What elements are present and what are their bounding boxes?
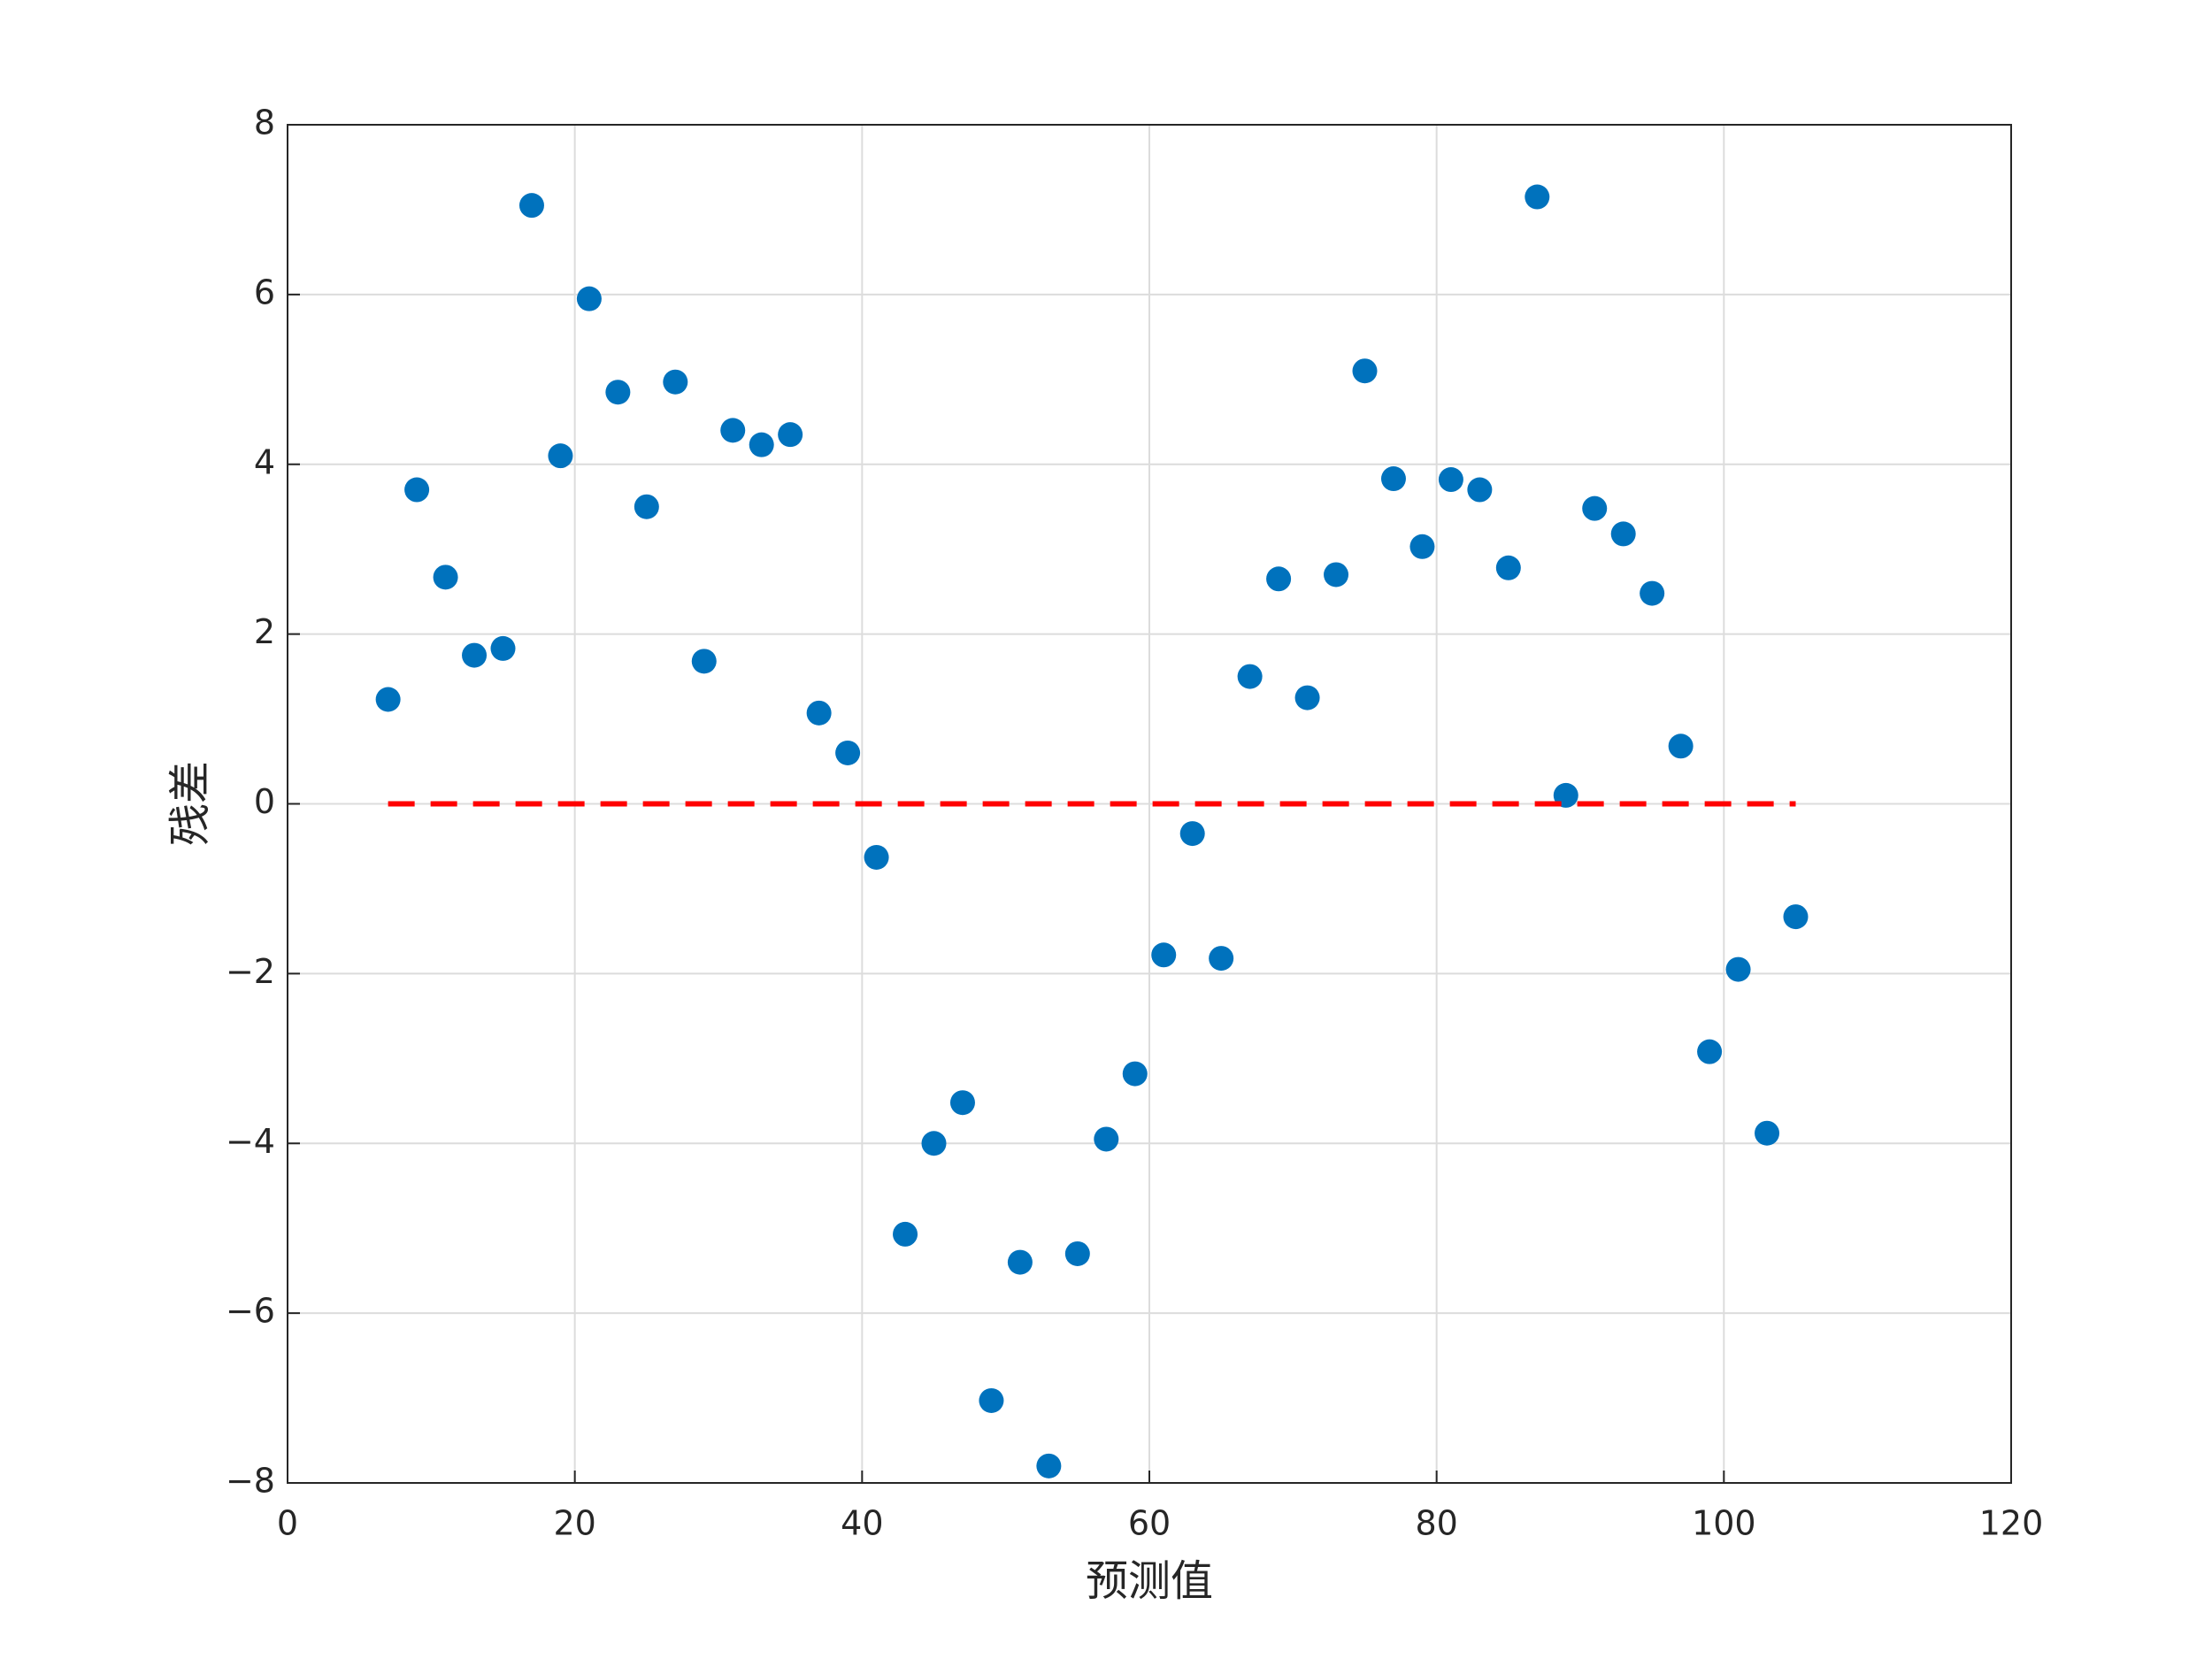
point [605, 380, 631, 405]
point [462, 642, 488, 668]
point [864, 844, 889, 870]
point [1094, 1126, 1119, 1152]
x-axis-label: 预测值 [1086, 1556, 1213, 1606]
point [1122, 1061, 1148, 1087]
point [404, 477, 430, 503]
point [1582, 495, 1608, 521]
x-tick-label: 120 [1979, 1504, 2044, 1543]
point [749, 432, 774, 457]
point [1725, 956, 1751, 982]
y-tick-label: −4 [226, 1122, 275, 1161]
point [634, 494, 659, 519]
point [1668, 733, 1694, 759]
point [433, 565, 458, 590]
point [576, 286, 602, 311]
point [1783, 904, 1809, 930]
point [1237, 664, 1263, 689]
y-tick-label: 4 [254, 442, 275, 481]
y-tick-label: −6 [226, 1292, 275, 1331]
point [375, 687, 401, 712]
plot-frame [287, 124, 2012, 1484]
point [1697, 1039, 1723, 1064]
point [778, 422, 803, 448]
point [720, 418, 746, 443]
point [1352, 358, 1378, 384]
x-tick-label: 100 [1692, 1504, 1756, 1543]
x-tick-label: 40 [841, 1504, 883, 1543]
point [1409, 534, 1435, 559]
y-tick-label: 6 [254, 273, 275, 311]
point [1151, 942, 1177, 968]
point [1064, 1240, 1090, 1266]
point [518, 193, 544, 219]
point [490, 635, 516, 661]
point [691, 649, 717, 674]
point [663, 369, 688, 395]
point [1755, 1120, 1780, 1146]
point [1467, 477, 1493, 503]
point [949, 1090, 975, 1116]
point [1640, 580, 1665, 606]
point [1294, 685, 1320, 710]
point [979, 1387, 1004, 1413]
point [1495, 555, 1521, 580]
point [1380, 466, 1406, 492]
point [1036, 1453, 1062, 1479]
point [1209, 946, 1234, 972]
point [1438, 467, 1463, 493]
point [835, 740, 861, 765]
y-axis-label: 残差 [165, 761, 215, 846]
y-tick-label: 2 [254, 612, 275, 651]
point [893, 1221, 918, 1247]
point [1525, 184, 1550, 210]
x-tick-label: 80 [1415, 1504, 1457, 1543]
y-tick-label: 8 [254, 104, 275, 142]
point [1179, 821, 1205, 847]
point [921, 1131, 947, 1156]
y-tick-label: 0 [254, 782, 275, 821]
point [1007, 1249, 1033, 1275]
y-tick-label: −2 [226, 952, 275, 991]
point [1266, 566, 1292, 592]
y-tick-label: −8 [226, 1462, 275, 1501]
x-tick-label: 0 [277, 1504, 298, 1543]
point [548, 443, 573, 469]
point [806, 700, 832, 726]
x-tick-label: 20 [553, 1504, 595, 1543]
point [1324, 562, 1349, 588]
x-tick-label: 60 [1128, 1504, 1171, 1543]
point [1610, 521, 1636, 547]
